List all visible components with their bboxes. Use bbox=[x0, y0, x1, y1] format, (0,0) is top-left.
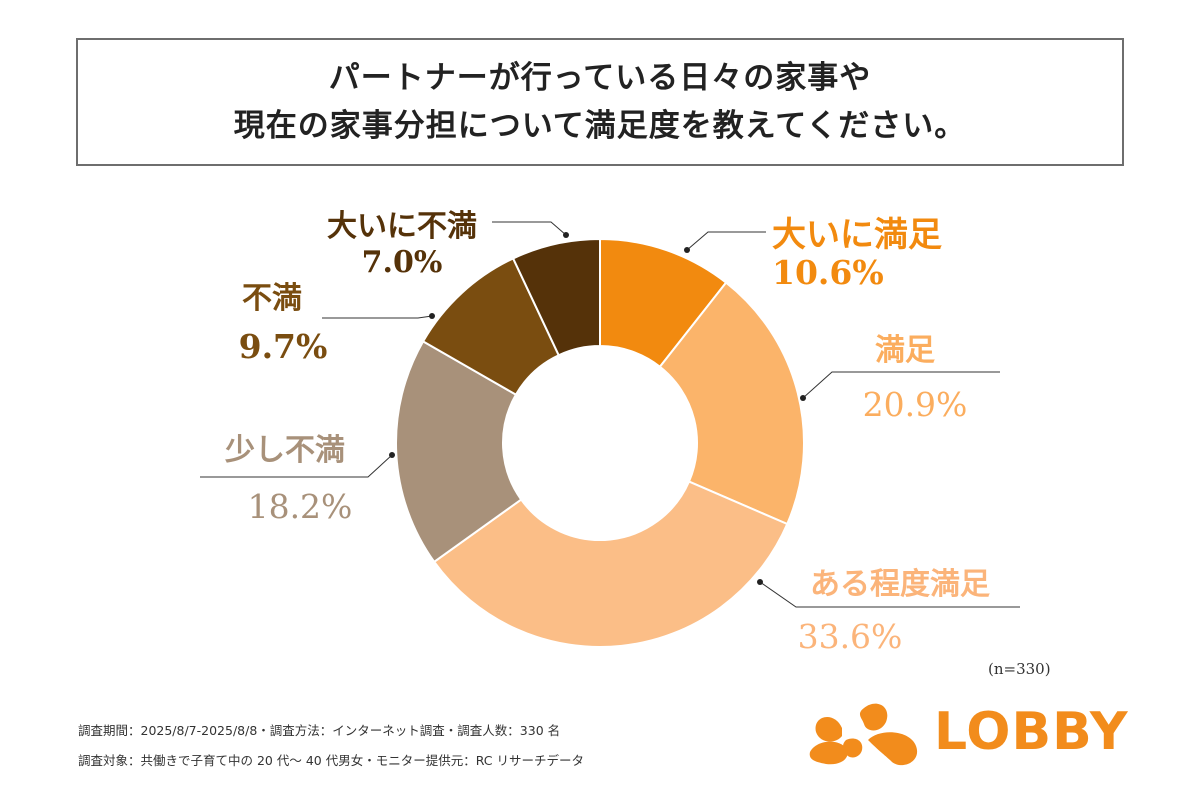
slice-2 bbox=[658, 281, 805, 526]
lobby-logo: LOBBY bbox=[806, 700, 1136, 770]
title-box: パートナーが行っている日々の家事や 現在の家事分担について満足度を教えてください… bbox=[76, 38, 1124, 166]
leader-dot-6 bbox=[563, 232, 569, 238]
slice-label-1: 大いに満足 bbox=[772, 215, 942, 255]
leader-dot-5 bbox=[429, 313, 435, 319]
value-label-1: 10.6% bbox=[772, 253, 884, 292]
title-line-2: 現在の家事分担について満足度を教えてください。 bbox=[233, 108, 967, 144]
logo-text: LOBBY bbox=[934, 702, 1129, 762]
sample-size-note: (n=330) bbox=[988, 660, 1051, 678]
leader-line-4 bbox=[200, 454, 393, 478]
value-label-6: 7.0% bbox=[362, 245, 443, 280]
slice-3 bbox=[432, 480, 789, 648]
slice-label-6: 大いに不満 bbox=[327, 209, 477, 244]
survey-note-line-2: 調査対象：共働きで子育て中の 20 代～ 40 代男女・モニター提供元：RC リ… bbox=[78, 753, 584, 768]
slice-4 bbox=[395, 340, 523, 564]
leader-line-3 bbox=[759, 581, 1020, 608]
value-label-4: 18.2% bbox=[248, 487, 353, 526]
title-line-1: パートナーが行っている日々の家事や bbox=[328, 60, 872, 96]
slice-label-3: ある程度満足 bbox=[810, 567, 990, 602]
survey-note-line-1: 調査期間：2025/8/7-2025/8/8・調査方法：インターネット調査・調査… bbox=[78, 723, 561, 738]
leader-line-6 bbox=[492, 221, 567, 236]
leader-dot-1 bbox=[684, 247, 690, 253]
logo-mark-icon bbox=[809, 703, 918, 766]
value-label-2: 20.9% bbox=[863, 385, 968, 424]
value-label-3: 33.6% bbox=[798, 617, 903, 656]
leader-dot-2 bbox=[800, 395, 806, 401]
leader-dot-3 bbox=[757, 579, 763, 585]
leader-line-2 bbox=[802, 371, 1000, 399]
slice-label-2: 満足 bbox=[875, 333, 935, 368]
value-label-5: 9.7% bbox=[239, 327, 328, 366]
slice-label-5: 不満 bbox=[242, 281, 302, 316]
leader-line-5 bbox=[322, 315, 433, 319]
slice-6 bbox=[511, 237, 601, 357]
leader-line-1 bbox=[686, 231, 766, 251]
leader-dot-4 bbox=[389, 452, 395, 458]
slice-label-4: 少し不満 bbox=[225, 433, 345, 468]
